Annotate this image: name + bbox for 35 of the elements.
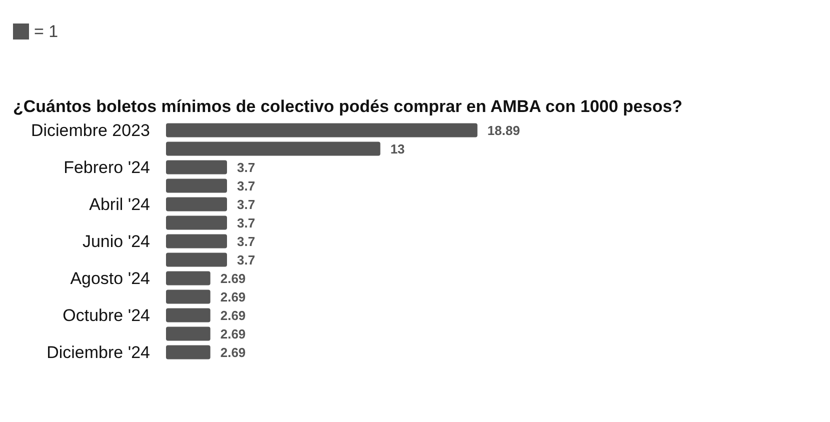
data-label: 2.69 bbox=[220, 308, 246, 323]
data-label: 3.7 bbox=[237, 196, 256, 212]
y-tick-label: Octubre '24 bbox=[62, 306, 150, 325]
data-label: 3.7 bbox=[237, 252, 256, 268]
data-label: 3.7 bbox=[237, 160, 256, 175]
data-label: 2.69 bbox=[220, 270, 246, 286]
bar bbox=[166, 326, 210, 341]
bar bbox=[166, 345, 210, 360]
y-tick-label: Diciembre 2023 bbox=[30, 120, 150, 140]
y-tick-label: Junio '24 bbox=[82, 232, 150, 251]
data-label: 3.7 bbox=[237, 178, 256, 194]
y-tick-label: Diciembre '24 bbox=[46, 342, 150, 362]
legend-label: = 1 bbox=[34, 22, 58, 41]
chart-title: ¿Cuántos boletos mínimos de colectivo podés comprar en AMBA con 1000 pesos? bbox=[13, 97, 682, 116]
bar bbox=[166, 178, 227, 193]
bar bbox=[166, 271, 210, 286]
bar bbox=[166, 142, 380, 156]
bar bbox=[166, 234, 227, 248]
data-label: 13 bbox=[390, 141, 405, 156]
bar bbox=[166, 160, 227, 174]
y-tick-label: Agosto '24 bbox=[70, 268, 150, 288]
data-label: 18.89 bbox=[487, 122, 520, 138]
data-label: 3.7 bbox=[237, 215, 256, 230]
bar bbox=[166, 123, 478, 138]
data-label: 3.7 bbox=[237, 234, 256, 249]
data-label: 2.69 bbox=[220, 326, 246, 342]
data-label: 2.69 bbox=[220, 289, 246, 304]
data-label: 2.69 bbox=[220, 344, 246, 360]
bar bbox=[166, 290, 210, 304]
bar bbox=[166, 252, 227, 267]
bar bbox=[166, 216, 227, 230]
bar bbox=[166, 308, 210, 322]
y-tick-label: Febrero '24 bbox=[64, 158, 150, 177]
y-tick-label: Abril '24 bbox=[89, 194, 150, 214]
bar bbox=[166, 197, 227, 212]
